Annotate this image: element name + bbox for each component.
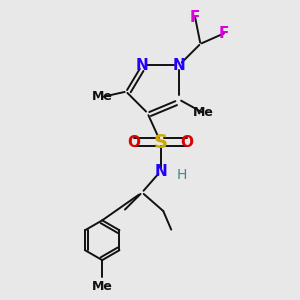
Text: N: N	[154, 164, 167, 179]
Text: F: F	[219, 26, 230, 41]
Text: N: N	[173, 58, 186, 73]
Text: S: S	[154, 133, 168, 152]
Text: O: O	[181, 134, 194, 149]
Text: Me: Me	[92, 90, 113, 104]
Text: Me: Me	[92, 280, 113, 293]
Text: N: N	[136, 58, 148, 73]
Text: H: H	[177, 168, 187, 182]
Text: Me: Me	[193, 106, 214, 119]
Text: O: O	[128, 134, 141, 149]
Text: F: F	[190, 10, 200, 25]
